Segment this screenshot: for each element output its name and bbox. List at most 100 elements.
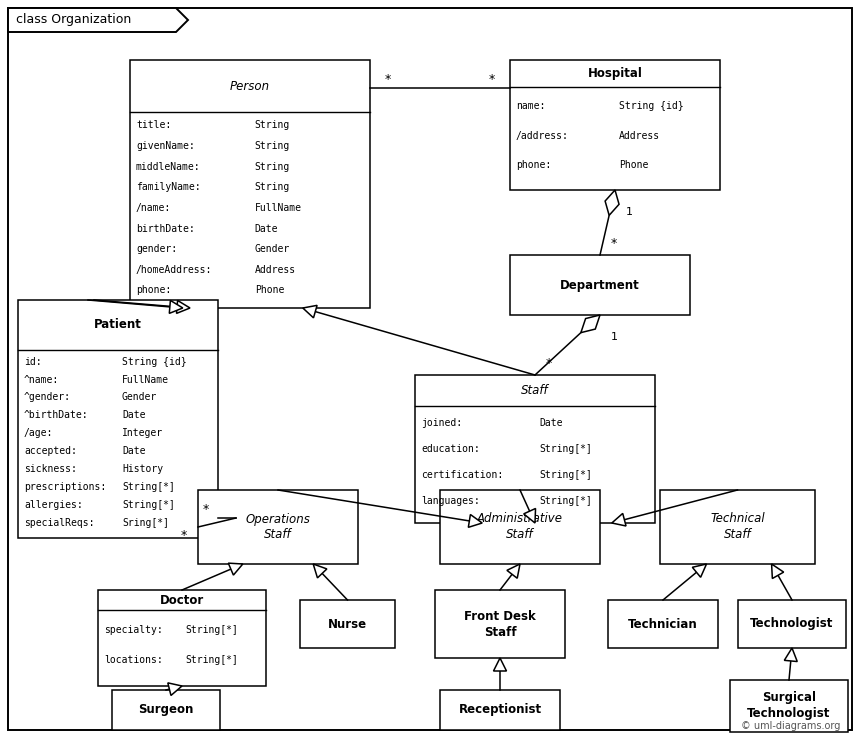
Text: /name:: /name: xyxy=(136,203,171,213)
Polygon shape xyxy=(611,513,626,526)
Bar xyxy=(98,590,266,686)
Text: gender:: gender: xyxy=(136,244,177,254)
Text: ^birthDate:: ^birthDate: xyxy=(24,410,89,421)
Text: String[*]: String[*] xyxy=(186,625,238,635)
Text: String: String xyxy=(255,120,290,131)
Text: Administrative
Staff: Administrative Staff xyxy=(477,512,563,542)
Text: phone:: phone: xyxy=(516,160,551,170)
Text: Date: Date xyxy=(122,410,145,421)
Text: Department: Department xyxy=(560,279,640,291)
Bar xyxy=(440,690,560,730)
Text: String[*]: String[*] xyxy=(122,500,175,510)
Text: *: * xyxy=(611,237,617,249)
Text: Phone: Phone xyxy=(619,160,648,170)
Bar xyxy=(198,490,358,564)
Text: Technician: Technician xyxy=(628,618,697,630)
Polygon shape xyxy=(507,564,520,578)
Text: Person: Person xyxy=(230,79,270,93)
Bar xyxy=(730,680,848,732)
Text: /age:: /age: xyxy=(24,428,53,438)
Text: *: * xyxy=(546,356,552,370)
Text: name:: name: xyxy=(516,102,545,111)
Text: locations:: locations: xyxy=(104,655,163,666)
Text: title:: title: xyxy=(136,120,171,131)
Text: String {id}: String {id} xyxy=(619,102,684,111)
Bar xyxy=(415,375,655,523)
Polygon shape xyxy=(692,564,707,577)
Text: *: * xyxy=(385,73,391,87)
Polygon shape xyxy=(313,564,327,578)
Text: Operations
Staff: Operations Staff xyxy=(246,512,310,542)
Text: Nurse: Nurse xyxy=(328,618,367,630)
Text: Date: Date xyxy=(540,418,563,428)
Text: Surgical
Technologist: Surgical Technologist xyxy=(747,692,831,721)
Polygon shape xyxy=(8,8,188,32)
Text: Front Desk
Staff: Front Desk Staff xyxy=(464,610,536,639)
Text: Staff: Staff xyxy=(521,384,549,397)
Text: String[*]: String[*] xyxy=(540,470,593,480)
Text: Integer: Integer xyxy=(122,428,163,438)
Text: String: String xyxy=(255,162,290,172)
Text: *: * xyxy=(181,528,187,542)
Text: *: * xyxy=(203,503,209,516)
Text: joined:: joined: xyxy=(421,418,462,428)
Polygon shape xyxy=(303,306,317,318)
Bar xyxy=(435,590,565,658)
Text: prescriptions:: prescriptions: xyxy=(24,482,107,492)
Text: Technical
Staff: Technical Staff xyxy=(710,512,765,542)
Text: String: String xyxy=(255,182,290,193)
Polygon shape xyxy=(784,648,797,662)
Bar xyxy=(300,600,395,648)
Text: Date: Date xyxy=(255,223,279,234)
Text: String[*]: String[*] xyxy=(540,496,593,506)
Polygon shape xyxy=(771,564,783,578)
Text: certification:: certification: xyxy=(421,470,503,480)
Text: Hospital: Hospital xyxy=(587,67,642,80)
Text: String[*]: String[*] xyxy=(122,482,175,492)
Text: Gender: Gender xyxy=(255,244,290,254)
Text: History: History xyxy=(122,464,163,474)
Polygon shape xyxy=(580,315,600,332)
Text: © uml-diagrams.org: © uml-diagrams.org xyxy=(740,721,840,731)
Bar xyxy=(738,600,846,648)
Text: education:: education: xyxy=(421,444,480,454)
Text: ^name:: ^name: xyxy=(24,374,59,385)
Polygon shape xyxy=(524,509,536,523)
Text: *: * xyxy=(488,73,495,87)
Text: languages:: languages: xyxy=(421,496,480,506)
Text: Doctor: Doctor xyxy=(160,594,204,607)
Text: /address:: /address: xyxy=(516,131,568,140)
Text: specialReqs:: specialReqs: xyxy=(24,518,95,528)
Text: Gender: Gender xyxy=(122,392,157,403)
Polygon shape xyxy=(169,300,183,314)
Bar xyxy=(112,690,220,730)
Text: birthDate:: birthDate: xyxy=(136,223,194,234)
Bar xyxy=(18,300,218,538)
Polygon shape xyxy=(469,515,482,527)
Text: sickness:: sickness: xyxy=(24,464,77,474)
Text: Phone: Phone xyxy=(255,285,284,296)
Text: Surgeon: Surgeon xyxy=(138,704,194,716)
Text: String: String xyxy=(255,141,290,151)
Bar xyxy=(440,490,600,564)
Text: Date: Date xyxy=(122,446,145,456)
Text: Patient: Patient xyxy=(94,318,142,332)
Bar xyxy=(510,255,690,315)
Text: String[*]: String[*] xyxy=(186,655,238,666)
Polygon shape xyxy=(176,300,190,314)
Text: ^gender:: ^gender: xyxy=(24,392,71,403)
Text: accepted:: accepted: xyxy=(24,446,77,456)
Bar xyxy=(510,60,720,190)
Text: FullName: FullName xyxy=(255,203,302,213)
Text: givenName:: givenName: xyxy=(136,141,194,151)
Text: allergies:: allergies: xyxy=(24,500,83,510)
Text: /homeAddress:: /homeAddress: xyxy=(136,265,212,275)
Text: Address: Address xyxy=(619,131,660,140)
Text: 1: 1 xyxy=(611,332,617,342)
Text: phone:: phone: xyxy=(136,285,171,296)
Polygon shape xyxy=(494,658,507,671)
Text: String {id}: String {id} xyxy=(122,356,187,367)
Polygon shape xyxy=(228,563,243,575)
Polygon shape xyxy=(168,683,182,695)
Text: Address: Address xyxy=(255,265,296,275)
